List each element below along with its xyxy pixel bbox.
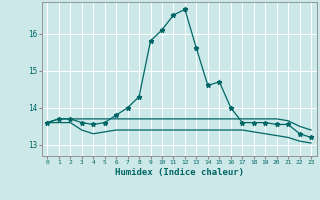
X-axis label: Humidex (Indice chaleur): Humidex (Indice chaleur)	[115, 168, 244, 177]
